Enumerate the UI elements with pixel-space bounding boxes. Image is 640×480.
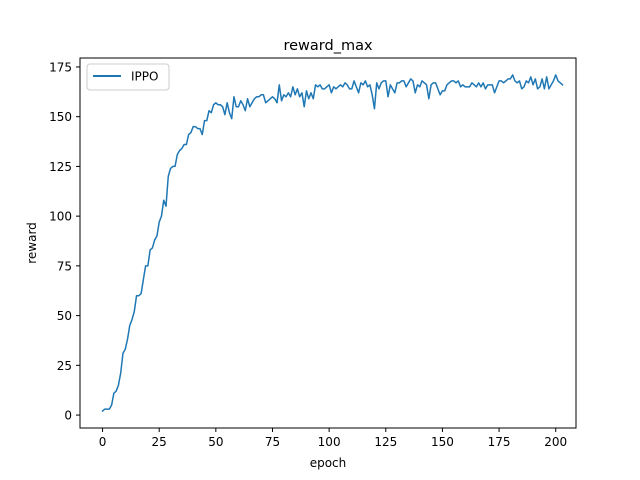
x-tick-label: 125	[374, 435, 397, 449]
axes-frame	[79, 57, 577, 429]
x-tick-label: 100	[318, 435, 341, 449]
x-tick-label: 175	[488, 435, 511, 449]
y-tick-label: 100	[49, 210, 72, 224]
y-tick-label: 25	[57, 359, 72, 373]
y-axis: 0 25 50 75 100 125 150 175	[49, 60, 80, 423]
legend: IPPO	[86, 63, 170, 91]
x-axis: 0 25 50 75 100 125 150 175 200	[99, 428, 567, 449]
x-tick-label: 75	[265, 435, 280, 449]
x-tick-label: 50	[208, 435, 223, 449]
x-tick-label: 25	[152, 435, 167, 449]
x-axis-label: epoch	[310, 456, 347, 470]
x-tick-label: 200	[544, 435, 567, 449]
series-layer	[101, 74, 564, 413]
chart-title: reward_max	[283, 38, 372, 54]
legend-label-ippo: IPPO	[131, 70, 158, 84]
y-tick-label: 50	[57, 309, 72, 323]
y-tick-label: 175	[49, 60, 72, 74]
x-tick-label: 150	[431, 435, 454, 449]
y-tick-label: 0	[64, 409, 72, 423]
y-tick-label: 75	[57, 259, 72, 273]
series-line-ippo	[101, 74, 564, 413]
legend-box	[86, 63, 170, 91]
y-tick-label: 150	[49, 110, 72, 124]
plot-area	[79, 57, 577, 429]
y-tick-label: 125	[49, 160, 72, 174]
x-tick-label: 0	[99, 435, 107, 449]
y-axis-label: reward	[25, 222, 39, 264]
